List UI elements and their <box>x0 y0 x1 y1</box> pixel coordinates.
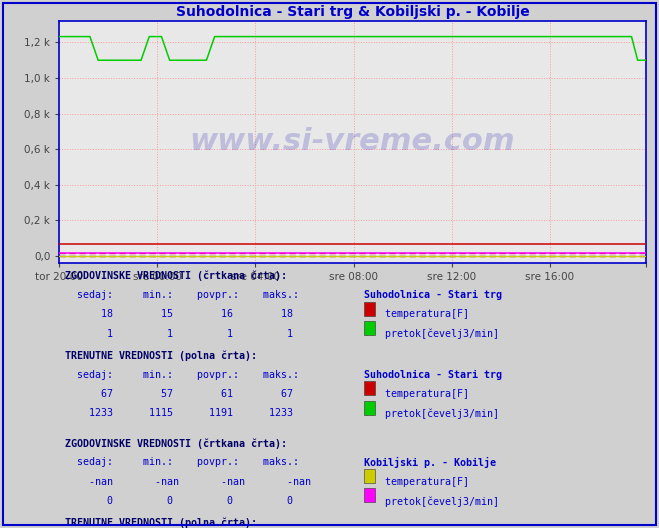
Text: sedaj:     min.:    povpr.:    maks.:: sedaj: min.: povpr.: maks.: <box>65 370 299 380</box>
Text: temperatura[F]: temperatura[F] <box>379 477 469 487</box>
Text: ZGODOVINSKE VREDNOSTI (črtkana črta):: ZGODOVINSKE VREDNOSTI (črtkana črta): <box>65 438 287 448</box>
Text: pretok[čevelj3/min]: pretok[čevelj3/min] <box>379 328 499 339</box>
Text: 67        57        61        67: 67 57 61 67 <box>65 389 293 399</box>
Text: pretok[čevelj3/min]: pretok[čevelj3/min] <box>379 409 499 419</box>
Text: 1         1         1         1: 1 1 1 1 <box>65 328 293 338</box>
Bar <box>364 321 375 335</box>
Text: Suhodolnica - Stari trg: Suhodolnica - Stari trg <box>364 370 502 380</box>
Text: Suhodolnica - Stari trg: Suhodolnica - Stari trg <box>364 290 502 300</box>
Text: ZGODOVINSKE VREDNOSTI (črtkana črta):: ZGODOVINSKE VREDNOSTI (črtkana črta): <box>65 270 287 281</box>
Bar <box>364 401 375 415</box>
Text: TRENUTNE VREDNOSTI (polna črta):: TRENUTNE VREDNOSTI (polna črta): <box>65 351 257 361</box>
Text: 18        15        16        18: 18 15 16 18 <box>65 309 293 319</box>
Text: www.si-vreme.com: www.si-vreme.com <box>190 127 515 156</box>
Text: -nan       -nan       -nan       -nan: -nan -nan -nan -nan <box>65 477 311 487</box>
Bar <box>364 488 375 503</box>
Text: 0         0         0         0: 0 0 0 0 <box>65 496 293 506</box>
Bar <box>364 469 375 483</box>
Bar <box>364 382 375 395</box>
Text: temperatura[F]: temperatura[F] <box>379 309 469 319</box>
Bar <box>364 301 375 316</box>
Text: pretok[čevelj3/min]: pretok[čevelj3/min] <box>379 496 499 506</box>
Text: Kobiljski p. - Kobilje: Kobiljski p. - Kobilje <box>364 457 496 468</box>
Title: Suhodolnica - Stari trg & Kobiljski p. - Kobilje: Suhodolnica - Stari trg & Kobiljski p. -… <box>176 5 529 18</box>
Text: temperatura[F]: temperatura[F] <box>379 389 469 399</box>
Text: sedaj:     min.:    povpr.:    maks.:: sedaj: min.: povpr.: maks.: <box>65 457 299 467</box>
Text: 1233      1115      1191      1233: 1233 1115 1191 1233 <box>65 409 293 419</box>
Text: TRENUTNE VREDNOSTI (polna črta):: TRENUTNE VREDNOSTI (polna črta): <box>65 518 257 528</box>
Text: sedaj:     min.:    povpr.:    maks.:: sedaj: min.: povpr.: maks.: <box>65 290 299 300</box>
